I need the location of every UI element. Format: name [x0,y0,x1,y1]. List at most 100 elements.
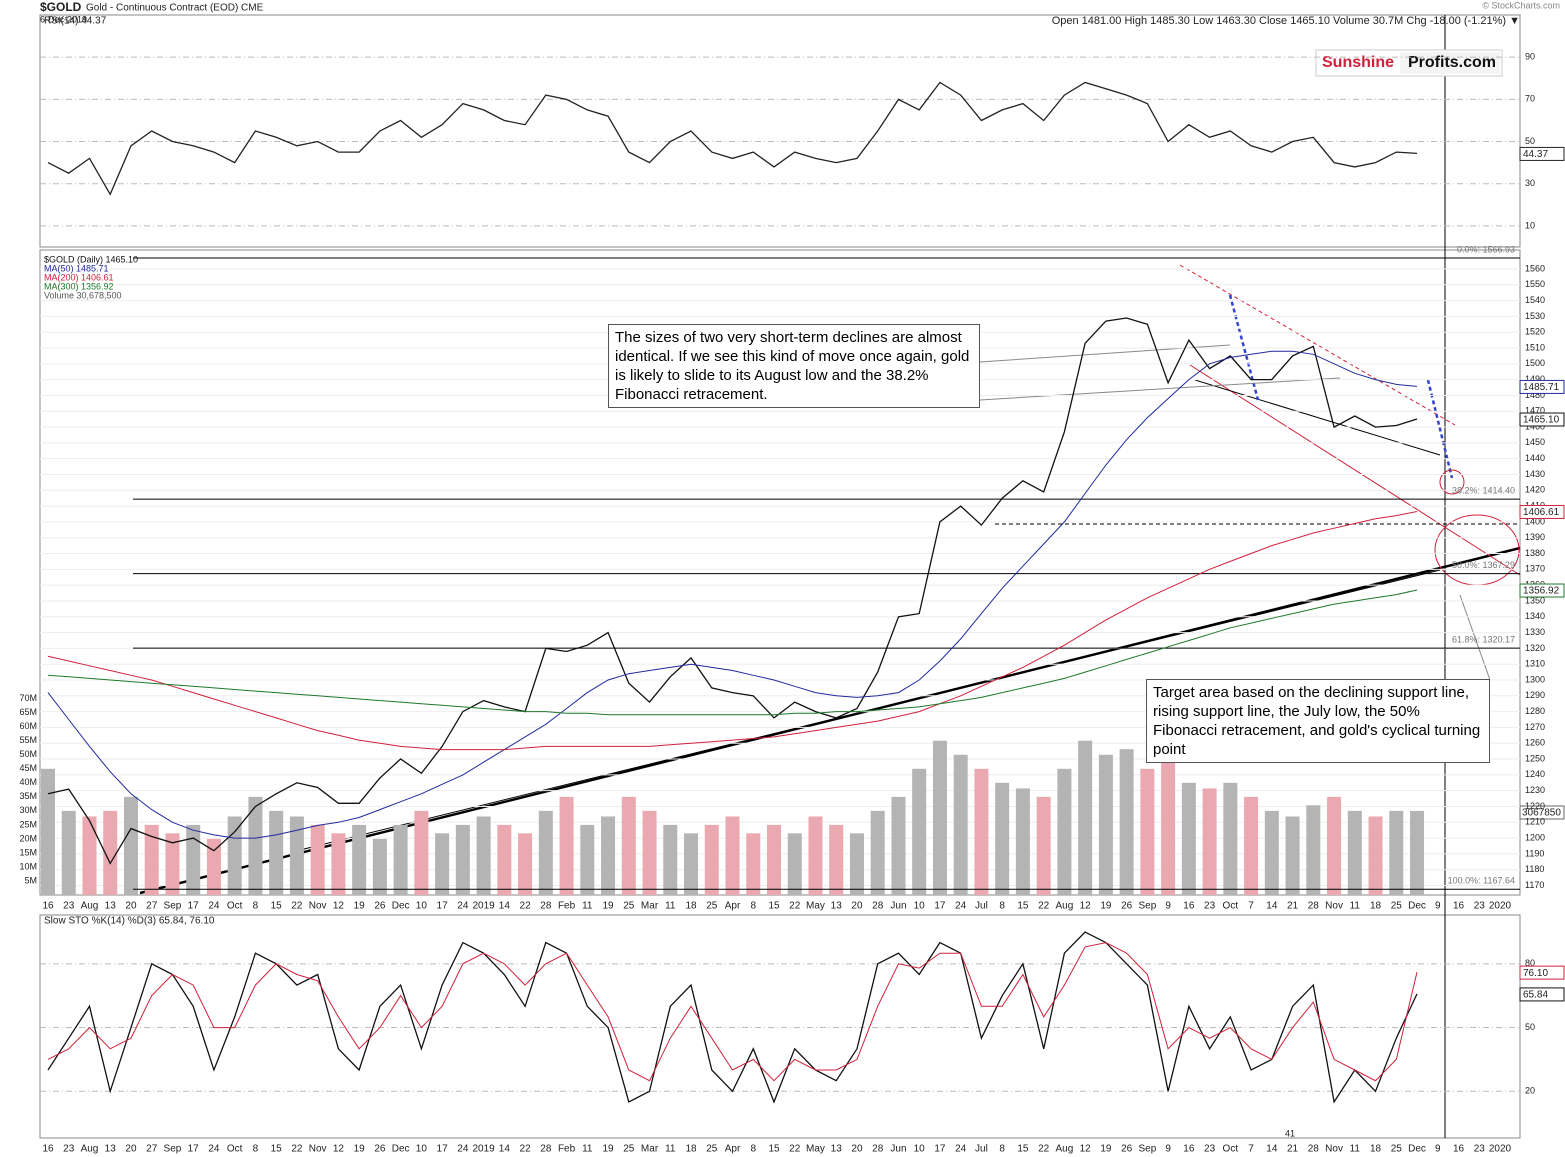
volume-bar [1327,796,1342,895]
volume-bar [725,816,740,895]
y-tick-label: 1520 [1525,327,1545,337]
x-tick-label: 22 [789,1144,801,1155]
x-tick-label: 23 [1474,901,1486,912]
y-tick-label: 30 [1525,178,1535,188]
volume-bar [642,810,657,895]
volume-bar [870,810,885,895]
x-tick-label: Jun [890,901,906,912]
x-tick-label: 7 [1248,901,1254,912]
x-tick-label: 14 [499,1144,511,1155]
x-tick-label: 28 [872,1144,884,1155]
x-tick-label: 26 [374,1144,386,1155]
x-tick-label: 8 [999,901,1005,912]
volume-bar [1036,796,1051,895]
x-tick-label: 24 [955,901,967,912]
x-tick-label: 22 [1038,1144,1050,1155]
volume-bar [1368,816,1383,895]
x-tick-label: 2019 [472,901,495,912]
x-tick-label: 10 [416,901,428,912]
y-tick-label: 80 [1525,958,1535,968]
x-tick-label: 25 [706,1144,718,1155]
y-tick-label: 1260 [1525,738,1545,748]
y-tick-label: 1540 [1525,295,1545,305]
volume-bar [995,782,1010,895]
volume-bar [580,824,595,895]
x-tick-label: Sep [1138,1144,1156,1155]
y2-tick-label: 10M [19,861,37,871]
x-tick-label: 23 [63,1144,75,1155]
y-tick-label: 1280 [1525,706,1545,716]
x-tick-label: 7 [1248,1144,1254,1155]
volume-bar [1223,782,1238,895]
decline-arrows [1228,294,1454,479]
x-tick-label: 21 [1287,1144,1299,1155]
declining-line [1189,364,1521,576]
x-tick-label: 25 [1391,1144,1403,1155]
volume-bar [1140,768,1155,895]
x-tick-label: Sep [164,901,182,912]
x-tick-label: 2020 [1489,1144,1512,1155]
x-tick-label: 20 [851,1144,863,1155]
x-tick-label: 26 [1121,1144,1133,1155]
series-line [47,511,1418,751]
x-tick-label: 24 [955,1144,967,1155]
x-tick-label: 19 [1100,901,1112,912]
x-tick-label: Oct [1223,901,1239,912]
x-tick-label: 24 [457,1144,469,1155]
volume-bar [1078,740,1093,895]
x-tick-label: 19 [354,901,366,912]
instrument: Gold - Continuous Contract (EOD) CME [86,3,264,14]
x-tick-label: Oct [1223,1144,1239,1155]
x-tick-label: 17 [934,1144,946,1155]
x-tick-label: 18 [685,1144,697,1155]
value-tag-box [1519,379,1565,394]
x-tick-label: 17 [437,1144,449,1155]
x-tick-label: Jul [975,1144,988,1155]
y-tick-label: 1370 [1525,564,1545,574]
volume-bar [1015,788,1030,895]
volume-bar [165,833,180,895]
x-tick-label: 22 [291,901,303,912]
y2-tick-label: 35M [19,791,37,801]
volume-bar [518,833,533,895]
x-tick-label: Oct [227,1144,243,1155]
y-tick-label: 20 [1525,1086,1535,1096]
volume-bar [144,824,159,895]
value-tag: 76.10 [1523,968,1548,979]
value-tag: 44.37 [1523,149,1548,160]
x-tick-label: 11 [582,1144,593,1155]
value-tag: 65.84 [1523,990,1548,1001]
y-tick-label: 50 [1525,136,1535,146]
y-tick-label: 1450 [1525,437,1545,447]
note-pointers [979,344,1341,401]
volume-bar [1181,782,1196,895]
x-tick-label: 15 [1017,1144,1029,1155]
volume-bar [476,816,491,895]
y2-tick-label: 5M [24,875,37,885]
rsi-frame [39,14,1521,248]
x-tick-label: 24 [208,901,220,912]
x-tick-label: 19 [602,901,614,912]
volume-bar [186,824,201,895]
y-tick-label: 10 [1525,220,1535,230]
x-tick-label: 11 [665,1144,676,1155]
x-tick-label: Feb [558,1144,576,1155]
fib-label: 0.0%: 1566.93 [1457,244,1515,254]
x-tick-label: Dec [392,901,410,912]
fib-label: 38.2%: 1414.40 [1452,486,1515,496]
x-tick-label: 12 [1080,901,1092,912]
y-tick-label: 1500 [1525,358,1545,368]
note-pointer [1459,594,1491,681]
y2-tick-label: 25M [19,819,37,829]
x-tick-label: Nov [1325,1144,1343,1155]
y2-tick-label: 15M [19,847,37,857]
y2-tick-label: 50M [19,749,37,759]
volume-bar [1098,754,1113,895]
value-tag-box [1519,412,1565,427]
date: 6-Dec-2019 [40,14,87,24]
x-tick-label: 16 [1453,901,1465,912]
x-tick-label: 11 [582,901,593,912]
x-tick-label: 13 [105,901,117,912]
x-tick-label: 22 [789,901,801,912]
